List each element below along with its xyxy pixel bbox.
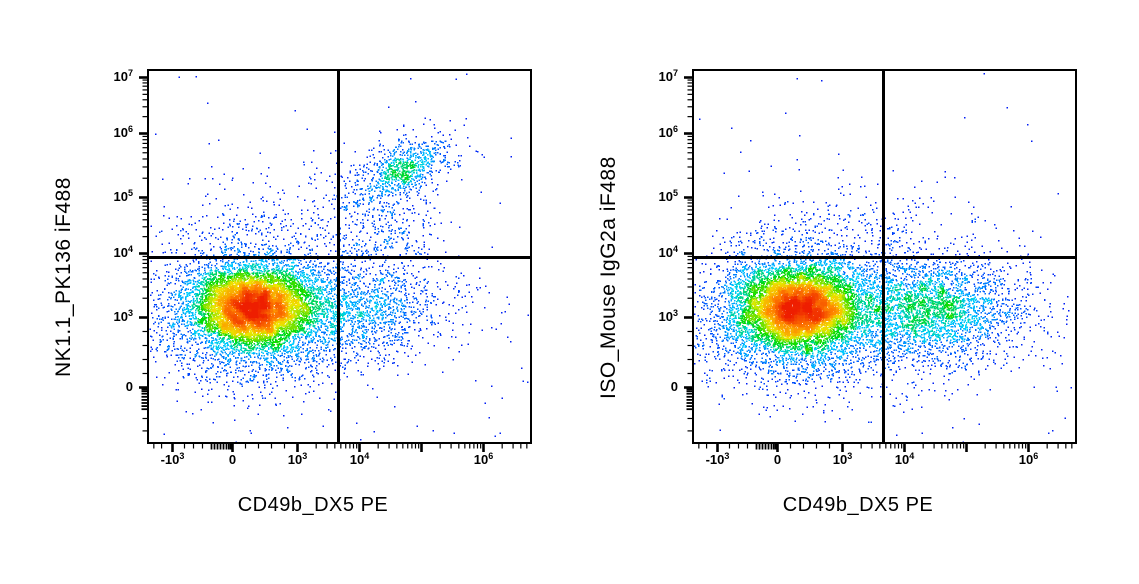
y-axis-title: ISO_Mouse IgG2a iF488 <box>597 156 620 399</box>
y-tick-label: 0 <box>670 379 678 394</box>
y-tick-label: 103 <box>113 308 133 324</box>
x-axis-ticks <box>698 444 1073 452</box>
x-tick-label: 106 <box>473 451 494 467</box>
y-tick-label: 103 <box>658 308 678 324</box>
y-tick-label: 107 <box>658 68 678 84</box>
x-tick-label: 104 <box>894 451 915 467</box>
y-axis-ticks <box>684 76 692 432</box>
x-tick-label: 104 <box>349 451 370 467</box>
y-tick-label: 105 <box>658 188 678 204</box>
quadrant-horizontal-line <box>694 255 1075 259</box>
y-axis-ticks <box>139 76 147 432</box>
quadrant-horizontal-line <box>149 255 530 259</box>
y-tick-label: 106 <box>113 124 133 140</box>
y-tick-label: 0 <box>125 379 133 394</box>
x-tick-label: -103 <box>160 451 185 467</box>
x-tick-label: -103 <box>705 451 730 467</box>
x-tick-label: 0 <box>773 452 782 467</box>
y-tick-label: 107 <box>113 68 133 84</box>
plot-frame <box>692 69 1077 444</box>
y-tick-label: 105 <box>113 188 133 204</box>
x-tick-label: 103 <box>832 451 853 467</box>
y-axis-title: NK1.1_PK136 iF488 <box>52 177 75 378</box>
x-tick-label: 106 <box>1018 451 1039 467</box>
x-axis-title: CD49b_DX5 PE <box>782 494 934 516</box>
plot-frame <box>147 69 532 444</box>
x-axis-ticks <box>153 444 528 452</box>
x-tick-label: 0 <box>228 452 237 467</box>
y-tick-label: 104 <box>658 244 678 260</box>
y-tick-label: 106 <box>658 124 678 140</box>
x-axis-title: CD49b_DX5 PE <box>237 494 389 516</box>
y-tick-label: 104 <box>113 244 133 260</box>
x-tick-label: 103 <box>287 451 308 467</box>
